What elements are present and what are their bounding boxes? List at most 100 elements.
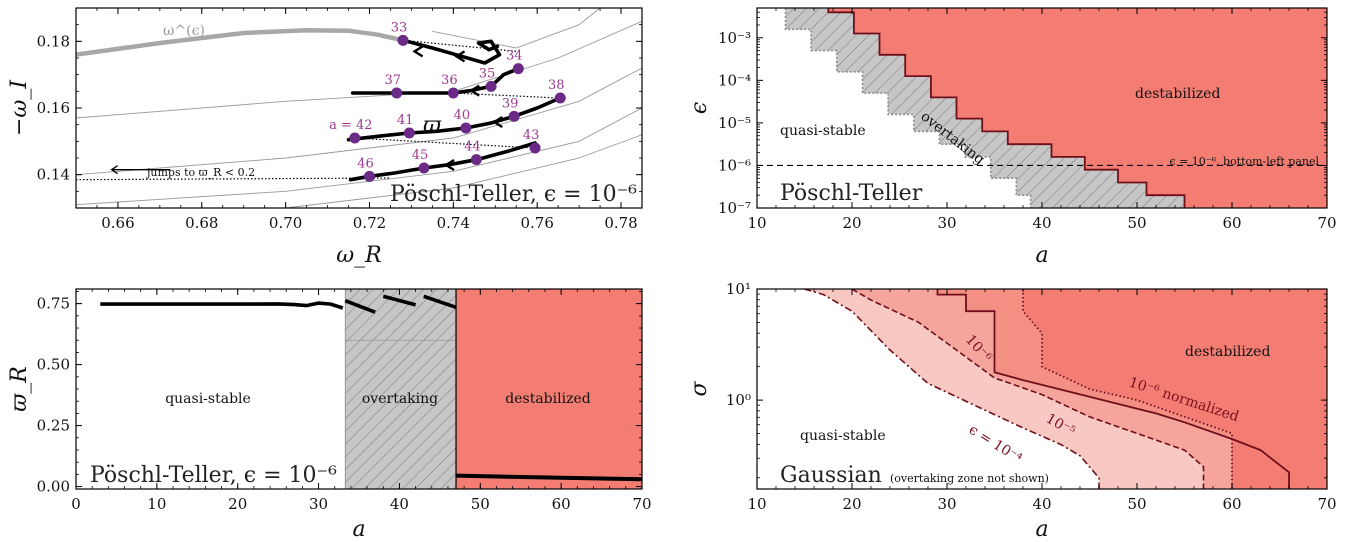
overtone-label: 39 [502, 96, 519, 111]
y-tick-label: 0.00 [37, 478, 70, 496]
overtone-point [404, 128, 415, 139]
y-axis-label: −ω_I [7, 79, 32, 136]
panel-top-right: 10 20 30 40 50 60 70 10⁻⁷ 10⁻⁶ 10⁻⁵ 10⁻⁴ 10⁻³ a ϵ q… [687, 8, 1337, 268]
x-tick-label: 0 [71, 495, 81, 513]
x-tick-label: 40 [1032, 495, 1051, 513]
overtone-label: 45 [412, 148, 429, 163]
x-tick-label: 60 [1222, 214, 1241, 232]
overtone-point [391, 88, 402, 99]
overtone-point [448, 88, 459, 99]
y-tick-label: 0.50 [37, 356, 70, 374]
panel-annotation: Pöschl-Teller [780, 181, 923, 206]
series-main [100, 303, 342, 308]
contour-label-1e-4: ϵ = 10⁻⁴ [966, 422, 1025, 467]
region-label-overtaking: overtaking [362, 391, 438, 407]
overtone-label: 38 [548, 78, 565, 93]
x-tick-label: 50 [471, 495, 490, 513]
overtone-point [509, 111, 520, 122]
destabilized-region [456, 289, 642, 489]
x-tick-label: 10 [747, 495, 766, 513]
overtone-label: 35 [479, 66, 496, 81]
x-tick-label: 20 [842, 495, 861, 513]
overtone-point [471, 154, 482, 165]
region-label-destabilized: destabilized [505, 391, 590, 407]
x-axis-label: a [352, 517, 365, 542]
overtone-point [530, 143, 541, 154]
panel-annotation: Pöschl-Teller, ϵ = 10⁻⁶ [390, 182, 637, 207]
x-tick-label: 20 [228, 495, 247, 513]
panel-bottom-left: 0 10 20 30 40 50 60 700.000.250.500.75 a ϖ_R qu… [7, 289, 652, 542]
y-tick-label: 10⁻⁷ [718, 199, 751, 217]
phase-regions [757, 8, 1327, 208]
x-axis-label: ω_R [336, 243, 382, 268]
region-label-destabilized: destabilized [1135, 86, 1220, 102]
phase-regions [100, 289, 642, 489]
trajectory [351, 143, 535, 180]
overtone-label: 41 [397, 113, 414, 128]
overtone-label: 46 [357, 156, 374, 171]
background-branch [432, 8, 600, 48]
main-curve-label: ϖ [423, 113, 442, 138]
panel-top-left: 0.66 0.68 0.70 0.72 0.74 0.76 0.78 0.14 0.16 0.18… [7, 8, 642, 268]
gray-curve-label: ω^(ϵ) [163, 23, 205, 39]
x-tick-label: 70 [1317, 495, 1336, 513]
overtone-label: 36 [441, 73, 458, 88]
x-tick-label: 0.66 [101, 214, 134, 232]
y-axis-label: ϖ_R [7, 366, 32, 412]
y-tick-label: 10⁻⁶ [718, 156, 751, 174]
y-tick-label: 10⁻⁵ [718, 114, 751, 132]
x-tick-label: 30 [937, 495, 956, 513]
y-tick-label: 0.14 [37, 166, 70, 184]
x-tick-label: 0.74 [437, 214, 470, 232]
panel-annotation: Gaussian [780, 463, 882, 488]
overtone-label: 33 [391, 20, 408, 35]
x-tick-label: 0.70 [269, 214, 302, 232]
phase-regions [805, 289, 1328, 489]
x-tick-label: 50 [1127, 495, 1146, 513]
x-tick-label: 40 [390, 495, 409, 513]
y-tick-label: 10¹ [726, 280, 751, 298]
y-tick-label: 0.75 [37, 295, 70, 313]
hline-label: ϵ = 10⁻⁶, bottom-left panel [1169, 155, 1319, 168]
x-tick-label: 40 [1032, 214, 1051, 232]
overtone-point [349, 133, 360, 144]
y-tick-label: 10⁰ [726, 391, 751, 409]
x-axis-label: a [1035, 243, 1048, 268]
overtone-label: 37 [384, 73, 401, 88]
panel-annotation-note: (overtaking zone not shown) [890, 472, 1049, 485]
y-axis-label: ϵ [687, 102, 712, 114]
y-axis-label: σ [687, 381, 712, 397]
x-tick-label: 60 [1222, 495, 1241, 513]
panel-annotation: Pöschl-Teller, ϵ = 10⁻⁶ [90, 463, 337, 488]
x-tick-label: 30 [309, 495, 328, 513]
arrow-head [415, 46, 423, 56]
y-tick-label: 0.18 [37, 32, 70, 50]
overtone-point [398, 35, 409, 46]
x-tick-label: 30 [937, 214, 956, 232]
y-tick-label: 0.16 [37, 99, 70, 117]
x-tick-label: 0.76 [520, 214, 553, 232]
overtone-point [418, 163, 429, 174]
y-tick-label: 10⁻³ [718, 29, 751, 47]
x-tick-label: 60 [552, 495, 571, 513]
trajectory [403, 40, 500, 63]
region-label-destabilized: destabilized [1185, 344, 1270, 360]
overtone-point [486, 81, 497, 92]
jump-note: jumps to ϖ_R < 0.2 [145, 166, 255, 179]
y-tick-label: 0.25 [37, 417, 70, 435]
x-tick-label: 10 [147, 495, 166, 513]
x-tick-label: 50 [1127, 214, 1146, 232]
overtone-point [555, 93, 566, 104]
x-axis-label: a [1035, 517, 1048, 542]
x-tick-label: 20 [842, 214, 861, 232]
x-tick-label: 70 [632, 495, 651, 513]
overtone-point [460, 123, 471, 134]
gray-qnm-curve [76, 30, 403, 54]
panel-bottom-right: 10 20 30 40 50 60 70 10⁰ 10¹ a σ quasi-stable de… [687, 280, 1337, 542]
x-tick-label: 70 [1317, 214, 1336, 232]
x-tick-label: 0.68 [185, 214, 218, 232]
overtone-point [364, 171, 375, 182]
region-label-quasi-stable: quasi-stable [800, 428, 886, 444]
overtone-label: 44 [464, 140, 481, 155]
